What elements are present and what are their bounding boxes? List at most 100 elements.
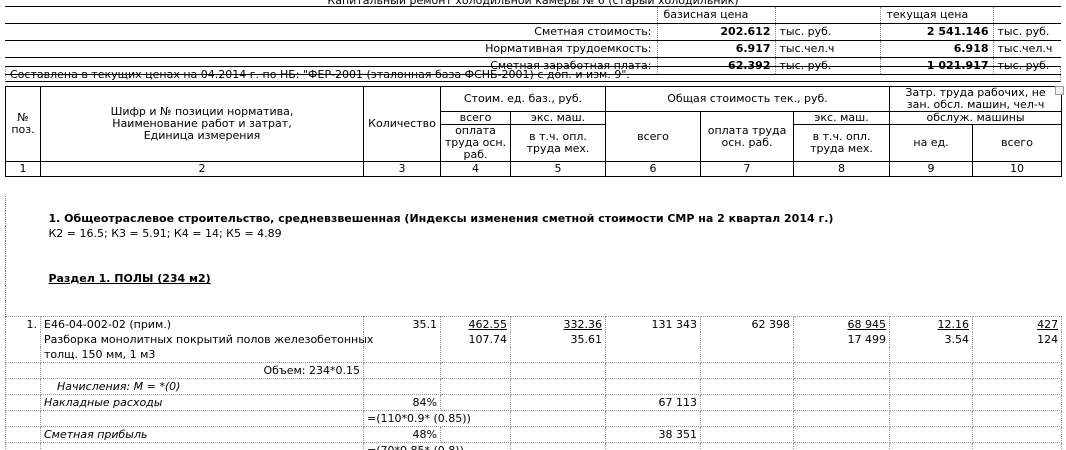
chapter-coeffs-gutter (5, 226, 41, 241)
empty-cell (889, 410, 973, 427)
empty-cell (440, 347, 511, 363)
col-number-3: 3 (363, 161, 441, 177)
th-current-main-labor-pay: оплата труда осн. раб. (700, 111, 795, 162)
empty-cell (700, 378, 794, 395)
th-group-base-unit-cost: Стоим. ед. баз., руб. (439, 86, 607, 112)
col-number-4: 4 (440, 161, 511, 177)
empty-cell (700, 442, 794, 450)
th-service-machines: обслуж. машины (889, 111, 1063, 125)
empty-cell (700, 394, 794, 411)
scroll-corner-marker (1055, 86, 1064, 95)
position-current-total: 131 343 (605, 316, 701, 332)
empty-cell (440, 394, 511, 411)
summary-row-label: Нормативная трудоемкость: (5, 40, 657, 58)
empty-cell (793, 442, 890, 450)
spacer-row (5, 241, 1062, 256)
th-current-incl-mech-pay: в т.ч. опл. труда мех. (793, 124, 891, 162)
position-name-line2: толщ. 150 мм, 1 м3 (40, 347, 364, 363)
th-code-line: Шифр и № позиции норматива, (110, 105, 294, 118)
summary-row-label: Сметная стоимость: (5, 23, 657, 41)
empty-cell (605, 347, 701, 363)
spacer-row (5, 301, 1062, 317)
spacer-cell (41, 241, 1062, 256)
th-position-number-line1: № (17, 111, 29, 124)
col-number-7: 7 (700, 161, 795, 177)
empty-cell (971, 362, 1063, 379)
spacer-cell (41, 196, 1062, 211)
th-position-number-line2: поз. (11, 123, 35, 136)
empty-cell (605, 410, 701, 427)
position-labor-per-unit-2: 3.54 (889, 332, 973, 347)
th-current-total: всего (605, 111, 702, 162)
position-current-total-blank (605, 332, 701, 347)
empty-cell (605, 362, 701, 379)
col-number-2: 2 (40, 161, 364, 177)
th-name-line: Наименование работ и затрат, (112, 117, 292, 130)
th-code-name-unit: Шифр и № позиции норматива, Наименование… (40, 86, 364, 162)
empty-cell (700, 362, 794, 379)
th-group-current-total-cost: Общая стоимость тек., руб. (605, 86, 891, 112)
th-labor-per-unit: на ед. (889, 124, 974, 162)
empty-cell (40, 442, 364, 450)
empty-cell (889, 442, 973, 450)
spacer-cell (41, 256, 1062, 271)
empty-cell (363, 378, 441, 395)
empty-cell (40, 410, 364, 427)
overheads-row[interactable]: Накладные расходы 84% 67 113 (5, 394, 1063, 411)
spacer-cell (5, 301, 41, 317)
position-volume: Объем: 234*0.15 (40, 362, 364, 379)
header-row-3: оплата труда осн. раб. в т.ч. опл. труда… (6, 124, 1063, 162)
overheads-gutter (5, 394, 41, 411)
position-number-blank (5, 332, 41, 347)
th-group-labor: Затр. труда рабочих, не зан. обсл. машин… (889, 86, 1063, 112)
position-number-blank2 (5, 347, 41, 363)
empty-cell (510, 442, 606, 450)
empty-cell (971, 426, 1063, 443)
position-base-machine: 332.36 (510, 316, 606, 332)
profit-formula: =(70*0.85* (0.8)) (363, 442, 511, 450)
th-position-number: № поз. (5, 86, 41, 162)
chapter-title-row[interactable]: 1. Общеотраслевое строительство, среднев… (5, 211, 1062, 226)
spacer-row (5, 256, 1062, 271)
profit-row[interactable]: Сметная прибыль 48% 38 351 (5, 426, 1063, 443)
section-title-row[interactable]: Раздел 1. ПОЛЫ (234 м2) (5, 271, 1062, 286)
position-base-pay: 107.74 (440, 332, 511, 347)
accruals-label: Начисления: М = *(0) (40, 378, 364, 395)
spacer-cell (41, 301, 1062, 317)
overheads-formula-row: =(110*0.9* (0.85)) (5, 410, 1063, 427)
summary-header-row: базисная цена текущая цена (5, 6, 1061, 24)
th-unit-line: Единица измерения (143, 129, 261, 142)
header-number-row: 1 2 3 4 5 6 7 8 9 10 (5, 161, 1063, 177)
empty-cell (363, 347, 441, 363)
summary-col-base-label: базисная цена (656, 6, 775, 24)
position-row-primary[interactable]: 1. E46-04-002-02 (прим.) 35.1 462.55 332… (5, 316, 1063, 332)
empty-cell (440, 362, 511, 379)
summary-row: Сметная стоимость: 202.612 тыс. руб. 2 5… (5, 23, 1061, 41)
position-base-mech-pay: 35.61 (510, 332, 606, 347)
chapter-coefficients: К2 = 16.5; К3 = 5.91; К4 = 14; К5 = 4.89 (48, 227, 282, 240)
position-current-machine: 68 945 (793, 316, 890, 332)
spacer-cell (41, 286, 1062, 301)
chapter-title-gutter (5, 211, 41, 226)
position-row-tertiary: толщ. 150 мм, 1 м3 (5, 347, 1063, 363)
th-base-machine-op: экс. маш. (509, 111, 607, 125)
accruals-row: Начисления: М = *(0) (5, 378, 1063, 395)
summary-base-value: 6.917 (656, 40, 775, 58)
position-labor-per-unit: 12.16 (889, 316, 973, 332)
empty-cell (971, 442, 1063, 450)
empty-cell (889, 378, 973, 395)
compiled-prices-note: Составлена в текущих ценах на 04.2014 г.… (5, 66, 1061, 82)
formula-gutter (5, 410, 41, 427)
position-current-labor-pay: 62 398 (700, 316, 794, 332)
formula-gutter (5, 442, 41, 450)
summary-current-value: 6.918 (879, 40, 993, 58)
th-labor-total: всего (972, 124, 1063, 162)
empty-cell (440, 378, 511, 395)
position-code: E46-04-002-02 (прим.) (40, 316, 364, 332)
position-labor-total-2: 124 (971, 332, 1063, 347)
empty-cell (510, 426, 606, 443)
summary-base-unit: тыс. руб. (774, 23, 880, 41)
empty-cell (510, 378, 606, 395)
col-number-10: 10 (972, 161, 1063, 177)
